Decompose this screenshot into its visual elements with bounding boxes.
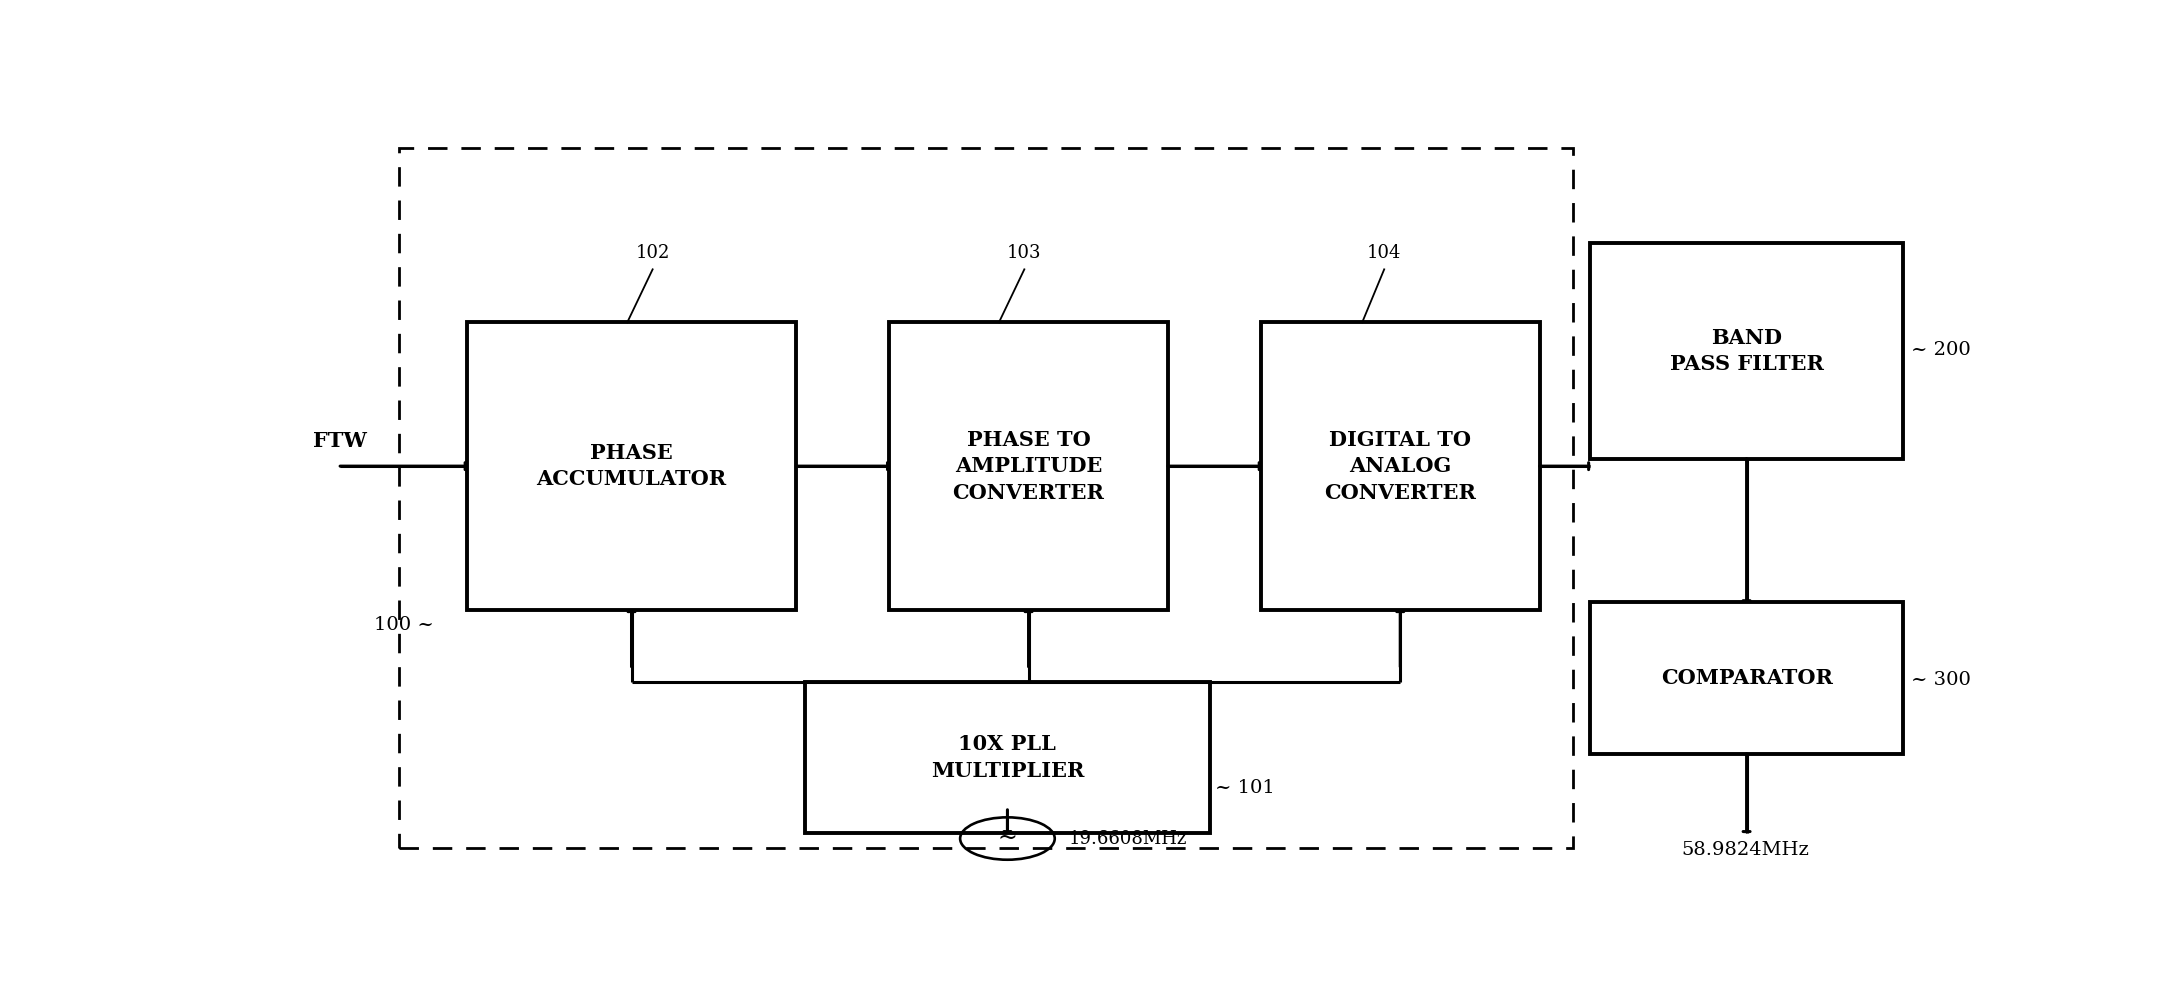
Text: 103: 103 bbox=[1007, 244, 1042, 261]
Text: FTW: FTW bbox=[314, 431, 366, 451]
Bar bbox=[399, 148, 1574, 848]
Text: PHASE TO
AMPLITUDE
CONVERTER: PHASE TO AMPLITUDE CONVERTER bbox=[953, 430, 1105, 502]
Bar bbox=[804, 682, 1210, 834]
Text: 10X PLL
MULTIPLIER: 10X PLL MULTIPLIER bbox=[931, 734, 1083, 781]
Text: COMPARATOR: COMPARATOR bbox=[1661, 668, 1833, 688]
Text: ~ 200: ~ 200 bbox=[1912, 341, 1971, 360]
Text: ~: ~ bbox=[998, 827, 1018, 850]
Text: PHASE
ACCUMULATOR: PHASE ACCUMULATOR bbox=[536, 443, 726, 490]
Text: DIGITAL TO
ANALOG
CONVERTER: DIGITAL TO ANALOG CONVERTER bbox=[1323, 430, 1476, 502]
Text: BAND
PASS FILTER: BAND PASS FILTER bbox=[1670, 327, 1822, 374]
Text: 100 ~: 100 ~ bbox=[375, 616, 434, 634]
Text: 104: 104 bbox=[1367, 244, 1402, 261]
Bar bbox=[889, 322, 1168, 609]
Text: ~ 101: ~ 101 bbox=[1214, 779, 1275, 797]
Text: 19.6608MHz: 19.6608MHz bbox=[1068, 830, 1186, 847]
Text: ~ 300: ~ 300 bbox=[1912, 670, 1971, 688]
Text: 58.9824MHz: 58.9824MHz bbox=[1681, 840, 1809, 859]
Bar bbox=[1591, 603, 1903, 754]
Bar bbox=[467, 322, 796, 609]
Text: 102: 102 bbox=[634, 244, 669, 261]
Bar bbox=[1591, 243, 1903, 458]
Bar bbox=[1260, 322, 1539, 609]
